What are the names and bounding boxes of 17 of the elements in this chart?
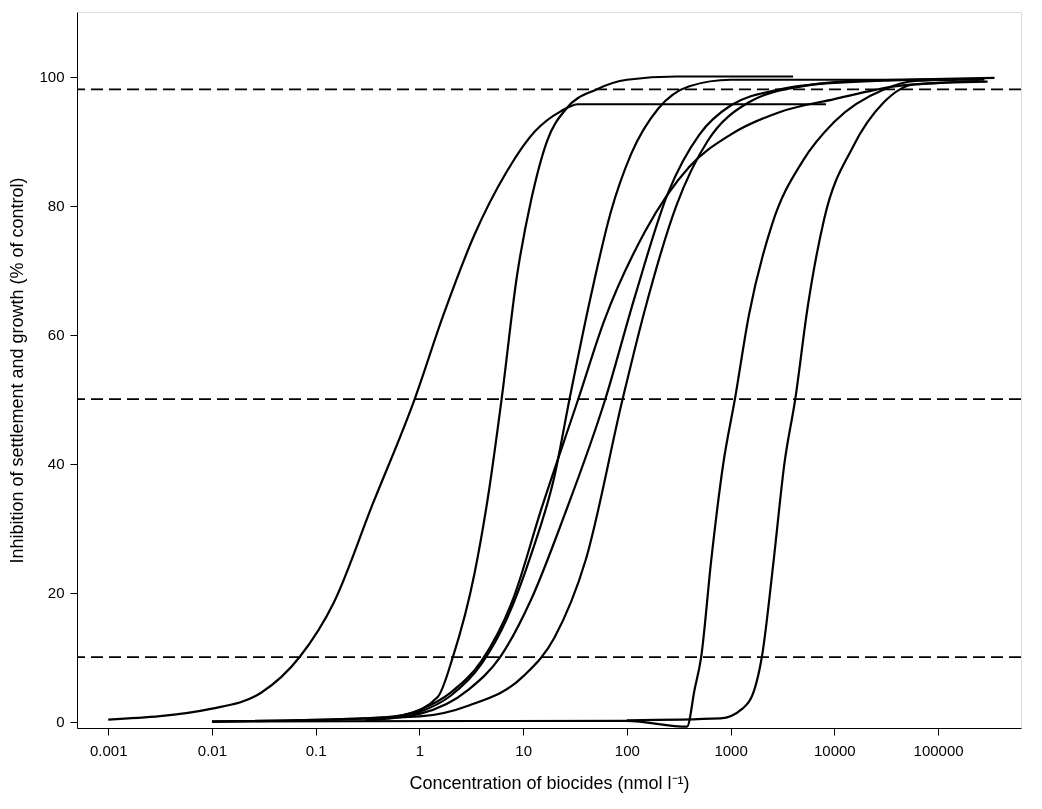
y-tick-label: 60 xyxy=(47,326,65,344)
y-tick-label: 40 xyxy=(47,455,65,473)
x-tick-label: 10000 xyxy=(813,741,856,759)
y-tick-label: 80 xyxy=(47,197,65,215)
x-tick-label: 0.01 xyxy=(197,741,228,759)
x-tick-label: 1 xyxy=(415,741,425,759)
y-tick-label: 100 xyxy=(39,68,65,85)
x-tick-label: 0.001 xyxy=(89,741,128,759)
x-tick-label: 100 xyxy=(614,741,640,759)
y-axis-title: Inhibition of settlement and growth (% of control) xyxy=(7,177,28,564)
x-tick-label: 100000 xyxy=(913,741,964,759)
x-tick-label: 0.1 xyxy=(305,741,327,759)
y-tick-label: 20 xyxy=(47,584,65,602)
x-tick-label: 1000 xyxy=(714,741,748,759)
x-axis-title: Concentration of biocides (nmol l⁻¹) xyxy=(409,772,690,793)
y-tick-label: 0 xyxy=(56,713,65,731)
x-tick-label: 10 xyxy=(515,741,532,759)
